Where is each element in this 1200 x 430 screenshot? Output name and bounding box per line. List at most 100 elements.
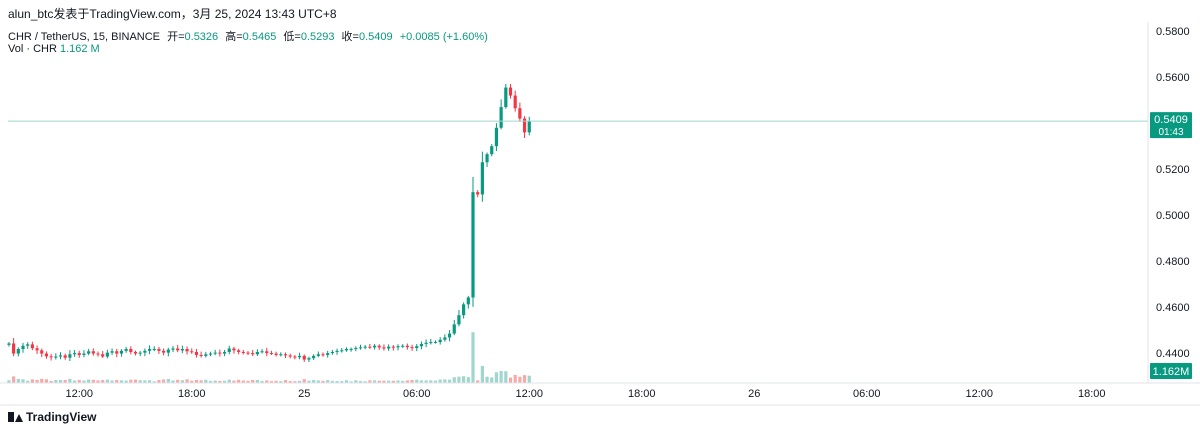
candle-body[interactable] (101, 354, 105, 357)
candle-body[interactable] (508, 87, 513, 96)
candle-body[interactable] (457, 315, 461, 325)
volume-label[interactable]: Vol · CHR (8, 43, 57, 55)
footer-brand[interactable]: TradingView (8, 410, 96, 424)
candle-body[interactable] (518, 108, 522, 119)
volume-badge[interactable] (1150, 363, 1192, 379)
candle-body[interactable] (63, 355, 67, 358)
candle-body[interactable] (499, 107, 503, 128)
candle-body[interactable] (288, 355, 292, 357)
candle-body[interactable] (58, 355, 63, 357)
volume-legend[interactable]: Vol · CHR 1.162 M (8, 43, 100, 55)
candle-body[interactable] (204, 354, 208, 356)
candle-body[interactable] (237, 350, 241, 352)
candle-body[interactable] (40, 350, 44, 354)
candle-body[interactable] (363, 346, 367, 348)
candle-body[interactable] (147, 348, 152, 351)
candle-body[interactable] (462, 304, 466, 316)
candle-body[interactable] (227, 348, 231, 352)
candle-body[interactable] (382, 347, 386, 349)
candle-body[interactable] (330, 351, 334, 354)
candle-body[interactable] (185, 348, 189, 352)
candle-body[interactable] (12, 343, 16, 354)
candle-body[interactable] (222, 351, 227, 354)
candle-body[interactable] (452, 324, 456, 334)
candle-body[interactable] (274, 353, 278, 355)
candle-body[interactable] (180, 348, 184, 351)
candle-body[interactable] (344, 348, 349, 351)
candle-body[interactable] (157, 348, 161, 351)
candle-body[interactable] (241, 351, 245, 353)
candle-body[interactable] (354, 348, 358, 350)
candle-body[interactable] (194, 351, 199, 355)
candle-body[interactable] (91, 351, 95, 354)
candle-body[interactable] (307, 358, 311, 360)
candle-body[interactable] (176, 348, 180, 351)
candle-body[interactable] (513, 95, 517, 109)
candle-body[interactable] (368, 346, 372, 348)
candle-body[interactable] (68, 354, 72, 358)
candle-body[interactable] (415, 346, 419, 349)
candle-body[interactable] (447, 333, 452, 338)
candle-body[interactable] (162, 350, 166, 353)
candle-body[interactable] (124, 348, 128, 351)
candle-body[interactable] (485, 154, 489, 163)
candle-body[interactable] (87, 351, 91, 354)
candle-body[interactable] (302, 355, 306, 360)
price-axis-panel[interactable] (1148, 0, 1200, 430)
candle-body[interactable] (401, 345, 405, 347)
candle-body[interactable] (152, 348, 156, 350)
candle-body[interactable] (265, 351, 269, 354)
candle-body[interactable] (190, 351, 194, 353)
candle-body[interactable] (138, 352, 142, 354)
candle-body[interactable] (251, 353, 255, 355)
candle-body[interactable] (358, 347, 363, 349)
candle-body[interactable] (396, 346, 400, 348)
candle-body[interactable] (494, 127, 499, 147)
candle-body[interactable] (129, 348, 133, 352)
candle-body[interactable] (326, 353, 330, 355)
candle-body[interactable] (438, 339, 442, 343)
candle-body[interactable] (522, 118, 527, 133)
candle-body[interactable] (26, 344, 30, 346)
candle-body[interactable] (199, 354, 203, 356)
candle-body[interactable] (293, 356, 297, 358)
candle-body[interactable] (476, 192, 480, 195)
candle-body[interactable] (387, 346, 391, 349)
candle-body[interactable] (105, 352, 109, 357)
candle-body[interactable] (316, 354, 320, 356)
candle-body[interactable] (321, 354, 325, 356)
candle-body[interactable] (312, 355, 316, 359)
candle-body[interactable] (7, 343, 11, 345)
candle-body[interactable] (246, 352, 250, 354)
candle-body[interactable] (410, 347, 414, 349)
candle-body[interactable] (372, 345, 377, 348)
candle-body[interactable] (269, 353, 274, 355)
candle-body[interactable] (480, 162, 484, 195)
candle-body[interactable] (279, 354, 283, 356)
candle-body[interactable] (433, 342, 438, 344)
candle-body[interactable] (335, 350, 339, 352)
candle-body[interactable] (35, 348, 39, 351)
candle-body[interactable] (419, 343, 424, 347)
candle-body[interactable] (424, 342, 428, 344)
last-price-badge[interactable] (1150, 112, 1192, 139)
candle-body[interactable] (171, 348, 175, 350)
candle-body[interactable] (96, 353, 100, 355)
candle-body[interactable] (490, 146, 494, 155)
candle-body[interactable] (255, 351, 259, 355)
candle-body[interactable] (49, 356, 53, 358)
candle-body[interactable] (213, 352, 217, 354)
candle-body[interactable] (232, 348, 236, 351)
candle-body[interactable] (77, 353, 81, 355)
candle-body[interactable] (340, 350, 344, 352)
candle-body[interactable] (391, 346, 395, 348)
candle-body[interactable] (21, 345, 25, 349)
symbol-legend[interactable]: CHR / TetherUS, 15, BINANCE 开=0.5326 高=0… (8, 28, 488, 44)
candle-body[interactable] (119, 350, 124, 354)
candle-body[interactable] (110, 351, 114, 353)
candle-body[interactable] (405, 345, 409, 348)
candle-body[interactable] (115, 351, 119, 354)
candle-body[interactable] (16, 348, 20, 354)
candle-body[interactable] (527, 121, 531, 133)
